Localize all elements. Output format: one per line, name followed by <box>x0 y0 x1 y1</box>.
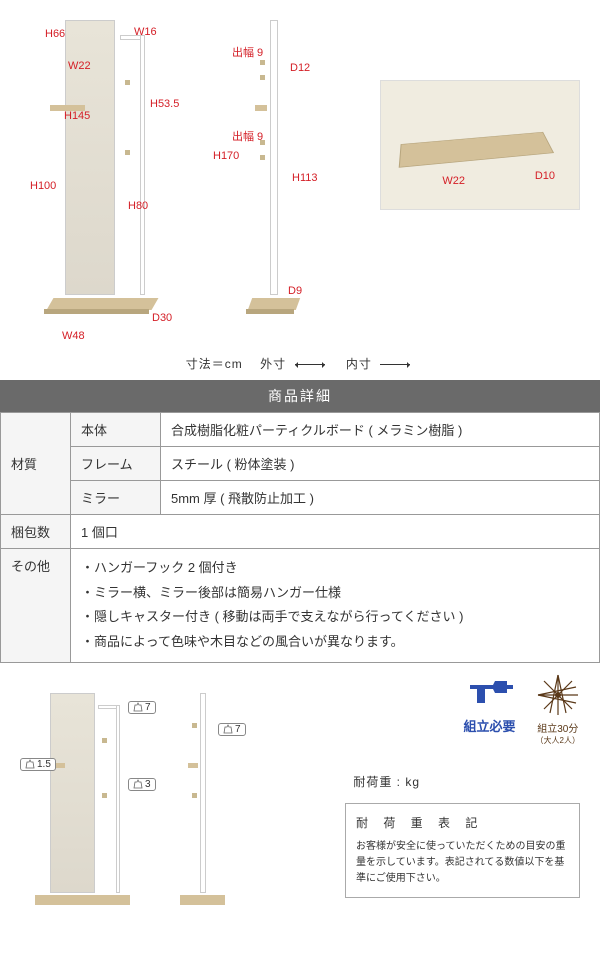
dim-d12: D12 <box>290 62 310 74</box>
dim-d30: D30 <box>152 312 172 324</box>
dimension-diagram: H66 W16 W22 H145 H53.5 H100 H80 W48 D30 … <box>0 0 600 380</box>
dim-h170: H170 <box>213 150 239 162</box>
assembly-time: 組立30分 （大人2人） <box>536 673 580 746</box>
assembly-time-label: 組立30分 <box>536 720 580 735</box>
weight-value: 1.5 <box>37 759 51 770</box>
weight-icon <box>25 759 35 769</box>
dim-h53_5: H53.5 <box>150 98 179 110</box>
mirror-value: 5mm 厚 ( 飛散防止加工 ) <box>161 481 600 515</box>
body-value: 合成樹脂化粧パーティクルボード ( メラミン樹脂 ) <box>161 413 600 447</box>
legend-unit: 寸法＝cm <box>186 357 243 371</box>
table-row: 梱包数 1 個口 <box>1 515 600 549</box>
dim-w22: W22 <box>68 60 91 72</box>
arrow-outer-icon <box>295 364 325 365</box>
package-label: 梱包数 <box>1 515 71 549</box>
weight-icon <box>133 779 143 789</box>
dim-shelf-d10: D10 <box>535 170 555 182</box>
legend-inner: 内寸 <box>346 357 372 371</box>
weight-value: 7 <box>235 724 241 735</box>
spec-table: 材質 本体 合成樹脂化粧パーティクルボード ( メラミン樹脂 ) フレーム スチ… <box>0 412 600 663</box>
dim-dehaba1: 出幅 9 <box>232 44 263 60</box>
weight-value: 3 <box>145 779 151 790</box>
dim-h80: H80 <box>128 200 148 212</box>
package-value: 1 個口 <box>71 515 600 549</box>
drill-icon <box>465 673 515 713</box>
weight-hooks: 3 <box>128 778 156 791</box>
table-row: フレーム スチール ( 粉体塗装 ) <box>1 447 600 481</box>
load-diagram: 1.5 7 3 7 <box>20 683 300 923</box>
dim-h100: H100 <box>30 180 56 192</box>
table-row: ミラー 5mm 厚 ( 飛散防止加工 ) <box>1 481 600 515</box>
material-label: 材質 <box>1 413 71 515</box>
shelf-detail <box>380 80 580 210</box>
assembly-required: 組立必要 <box>464 673 516 735</box>
other-value: ・ハンガーフック 2 個付き ・ミラー横、ミラー後部は簡易ハンガー仕様 ・隠しキ… <box>71 549 600 663</box>
weight-value: 7 <box>145 702 151 713</box>
assembly-required-label: 組立必要 <box>464 716 516 735</box>
weight-shelf: 1.5 <box>20 758 56 771</box>
frame-label: フレーム <box>71 447 161 481</box>
dim-h145: H145 <box>64 110 90 122</box>
dim-h66: H66 <box>45 28 65 40</box>
load-note-title: 耐 荷 重 表 記 <box>356 814 569 833</box>
dim-w16: W16 <box>134 26 157 38</box>
bottom-section: 1.5 7 3 7 組立必要 <box>0 663 600 943</box>
weight-icon <box>223 724 233 734</box>
starburst-icon <box>536 673 580 717</box>
dim-h113: H113 <box>292 172 317 184</box>
weight-icon <box>133 702 143 712</box>
dim-shelf-w22: W22 <box>442 175 465 187</box>
other-line: ・ハンガーフック 2 個付き <box>81 556 589 581</box>
frame-value: スチール ( 粉体塗装 ) <box>161 447 600 481</box>
weight-side: 7 <box>218 723 246 736</box>
mirror-label: ミラー <box>71 481 161 515</box>
dim-w48: W48 <box>62 330 85 342</box>
spec-header: 商品詳細 <box>0 380 600 412</box>
other-line: ・ミラー横、ミラー後部は簡易ハンガー仕様 <box>81 581 589 606</box>
assembly-info: 組立必要 組立30分 （大人2人） <box>464 673 580 746</box>
dimension-legend: 寸法＝cm 外寸 内寸 <box>0 351 600 376</box>
table-row: その他 ・ハンガーフック 2 個付き ・ミラー横、ミラー後部は簡易ハンガー仕様 … <box>1 549 600 663</box>
body-label: 本体 <box>71 413 161 447</box>
other-line: ・商品によって色味や木目などの風合いが異なります。 <box>81 630 589 655</box>
table-row: 材質 本体 合成樹脂化粧パーティクルボード ( メラミン樹脂 ) <box>1 413 600 447</box>
load-unit-label: 耐荷重 : kg <box>353 773 420 790</box>
load-note-box: 耐 荷 重 表 記 お客様が安全に使っていただくための目安の重量を示しています。… <box>345 803 580 898</box>
load-note-body: お客様が安全に使っていただくための目安の重量を示しています。表記されてる数値以下… <box>356 841 566 884</box>
weight-top: 7 <box>128 701 156 714</box>
dim-d9: D9 <box>288 285 302 297</box>
assembly-time-sub: （大人2人） <box>536 735 580 746</box>
legend-outer: 外寸 <box>260 357 286 371</box>
arrow-inner-icon <box>380 364 410 365</box>
other-line: ・隠しキャスター付き ( 移動は両手で支えながら行ってください ) <box>81 605 589 630</box>
other-label: その他 <box>1 549 71 663</box>
dim-dehaba2: 出幅 9 <box>232 128 263 144</box>
